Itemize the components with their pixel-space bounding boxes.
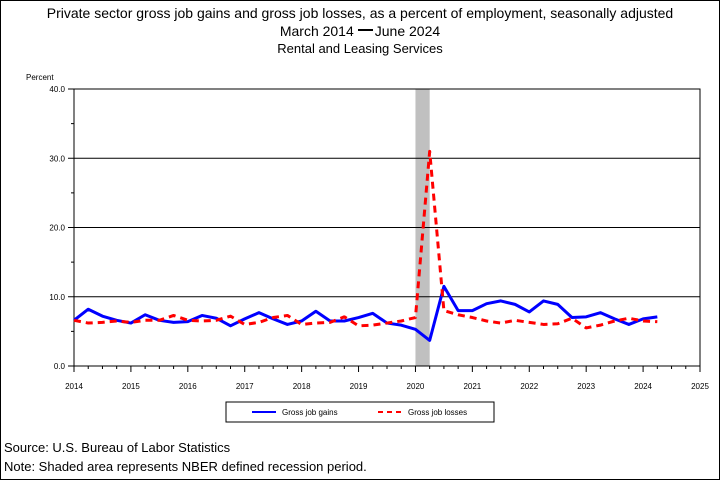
recession-note: Note: Shaded area represents NBER define… [4,459,367,474]
x-tick-label: 2024 [634,382,652,391]
chart-date-range: March 2014 June 2024 [0,22,720,40]
y-tick-label: 0.0 [54,362,66,371]
y-axis-label: Percent [26,73,54,82]
x-tick-label: 2018 [293,382,311,391]
legend-label-gains: Gross job gains [282,408,338,417]
chart-subtitle: Rental and Leasing Services [277,41,443,56]
x-tick-label: 2016 [179,382,197,391]
y-tick-label: 30.0 [49,154,65,163]
y-tick-label: 40.0 [49,85,65,94]
x-tick-label: 2017 [236,382,254,391]
y-tick-label: 10.0 [49,293,65,302]
x-tick-label: 2025 [691,382,709,391]
legend-label-losses: Gross job losses [408,408,467,417]
chart-title: Private sector gross job gains and gross… [46,5,674,21]
x-tick-label: 2020 [407,382,425,391]
y-tick-label: 20.0 [49,224,65,233]
legend-box [225,401,495,423]
source-note: Source: U.S. Bureau of Labor Statistics [4,440,231,455]
date-range-dash [357,29,373,32]
date-range-end: June 2024 [374,23,441,39]
x-tick-label: 2019 [350,382,368,391]
x-tick-label: 2023 [577,382,595,391]
date-range-start: March 2014 [279,23,354,39]
chart-title-block: Private sector gross job gains and gross… [0,4,720,58]
x-tick-label: 2021 [463,382,481,391]
x-tick-label: 2014 [65,382,83,391]
x-tick-label: 2022 [520,382,538,391]
x-tick-label: 2015 [122,382,140,391]
gross-job-gains-line [73,284,658,342]
gross-job-losses-line [73,149,658,330]
